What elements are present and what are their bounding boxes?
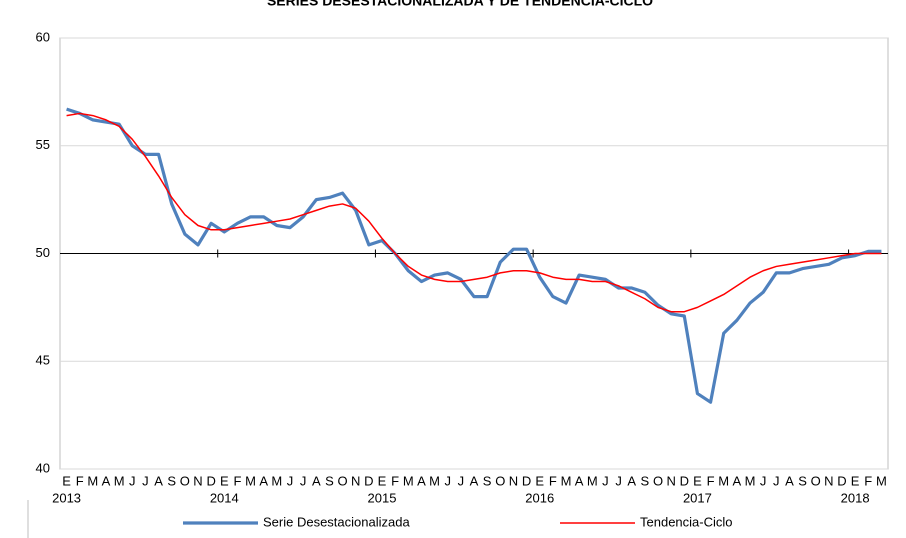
x-year-label: 2018 [841,490,870,505]
x-tick-label: M [245,473,256,488]
x-tick-label: N [509,473,518,488]
y-tick-label: 50 [36,245,50,260]
x-tick-label: A [785,473,794,488]
x-tick-label: O [180,473,190,488]
x-tick-label: F [707,473,715,488]
y-tick-label: 55 [36,137,50,152]
x-tick-label: A [575,473,584,488]
x-tick-label: J [458,473,465,488]
x-tick-label: N [666,473,675,488]
x-tick-label: M [114,473,125,488]
x-tick-label: A [102,473,111,488]
x-tick-label: E [535,473,544,488]
x-tick-label: J [300,473,307,488]
x-tick-label: M [876,473,887,488]
x-tick-label: J [142,473,149,488]
x-tick-label: M [561,473,572,488]
x-tick-label: F [549,473,557,488]
x-tick-label: O [338,473,348,488]
x-tick-label: S [167,473,176,488]
x-tick-label: A [417,473,426,488]
x-tick-label: S [325,473,334,488]
x-tick-label: F [864,473,872,488]
series-line [66,112,882,313]
x-tick-label: J [287,473,294,488]
x-tick-label: S [483,473,492,488]
x-tick-label: E [693,473,702,488]
x-year-label: 2016 [525,490,554,505]
x-tick-label: D [364,473,373,488]
x-tick-label: A [154,473,163,488]
x-tick-label: O [495,473,505,488]
x-tick-label: S [798,473,807,488]
x-year-label: 2014 [210,490,239,505]
x-tick-label: E [62,473,71,488]
x-tick-label: D [680,473,689,488]
x-year-label: 2015 [368,490,397,505]
x-tick-label: N [824,473,833,488]
x-tick-label: N [193,473,202,488]
x-tick-label: J [602,473,609,488]
x-tick-label: A [627,473,636,488]
x-tick-label: N [351,473,360,488]
x-year-label: 2017 [683,490,712,505]
x-tick-label: J [444,473,451,488]
x-tick-label: M [718,473,729,488]
x-tick-label: M [587,473,598,488]
x-tick-label: E [220,473,229,488]
y-tick-label: 45 [36,353,50,368]
x-tick-label: F [391,473,399,488]
legend-label: Serie Desestacionalizada [263,514,410,529]
y-tick-label: 40 [36,460,50,475]
x-tick-label: M [429,473,440,488]
x-tick-label: F [233,473,241,488]
x-tick-label: D [522,473,531,488]
x-tick-label: A [733,473,742,488]
x-tick-label: S [641,473,650,488]
x-tick-label: E [378,473,387,488]
x-tick-label: J [615,473,622,488]
x-tick-label: M [87,473,98,488]
x-tick-label: F [76,473,84,488]
x-tick-label: M [271,473,282,488]
x-tick-label: M [745,473,756,488]
x-tick-label: A [312,473,321,488]
x-tick-label: M [403,473,414,488]
x-tick-label: J [760,473,767,488]
y-tick-label: 60 [36,29,50,44]
x-tick-label: A [470,473,479,488]
x-tick-label: J [773,473,780,488]
x-tick-label: E [851,473,860,488]
x-tick-label: O [811,473,821,488]
series-line [66,107,882,404]
x-tick-label: D [206,473,215,488]
x-year-label: 2013 [52,490,81,505]
chart-title: SERIES DESESTACIONALIZADA Y DE TENDENCIA… [267,0,653,9]
x-tick-label: J [129,473,136,488]
x-tick-label: O [653,473,663,488]
legend-label: Tendencia-Ciclo [640,514,733,529]
x-tick-label: A [259,473,268,488]
x-tick-label: D [837,473,846,488]
